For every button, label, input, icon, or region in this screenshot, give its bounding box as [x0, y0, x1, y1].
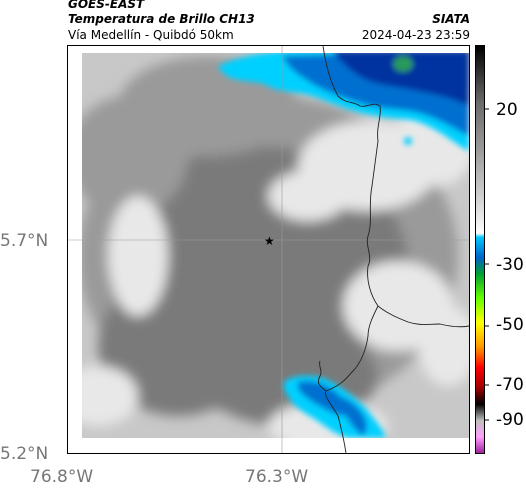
- lat-tick-label: 5.2°N: [0, 444, 49, 464]
- map-canvas: ★: [68, 46, 469, 453]
- location-label: Vía Medellín - Quibdó 50km: [68, 28, 234, 42]
- organization-label: SIATA: [432, 12, 470, 26]
- colorbar-ticks: [485, 108, 489, 421]
- lat-tick-label: 5.7°N: [0, 231, 49, 251]
- satellite-title: GOES-EAST: [68, 0, 145, 11]
- department-border: [322, 46, 469, 328]
- colorbar-tick-label: 20: [496, 100, 518, 120]
- department-border-south: [325, 305, 379, 453]
- lon-tick-label: 76.8°W: [30, 467, 94, 487]
- lon-tick-label: 76.3°W: [245, 467, 309, 487]
- colorbar-tick-label: -30: [496, 255, 524, 275]
- star-icon: ★: [264, 234, 275, 248]
- variable-title: Temperatura de Brillo CH13: [68, 12, 255, 26]
- colorbar-tick-label: -50: [496, 315, 524, 335]
- timestamp-label: 2024-04-23 23:59: [361, 28, 470, 42]
- satellite-map: ★: [67, 45, 470, 454]
- colorbar-tick-label: -90: [496, 410, 524, 430]
- colorbar-tick-label: -70: [496, 375, 524, 395]
- colorbar: [475, 45, 485, 454]
- department-border-spur: [317, 360, 327, 392]
